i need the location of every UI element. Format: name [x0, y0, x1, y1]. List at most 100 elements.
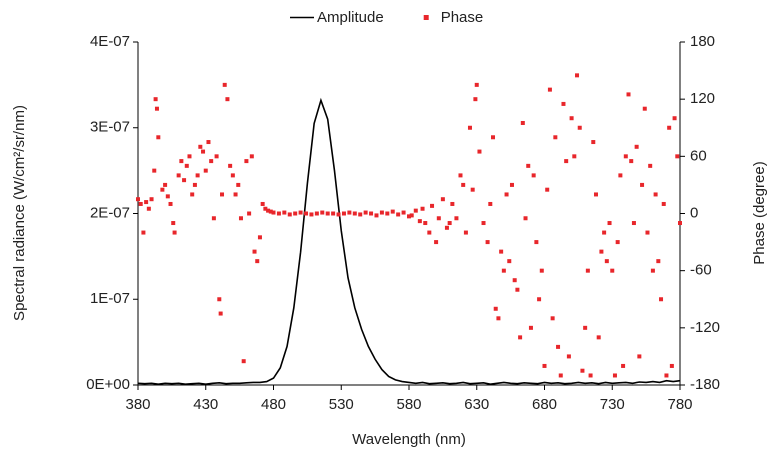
phase-point	[640, 182, 645, 187]
phase-point	[320, 210, 325, 215]
phase-point	[325, 211, 330, 216]
phase-point	[153, 97, 158, 102]
phase-point	[241, 359, 246, 364]
phase-point	[358, 212, 363, 217]
phase-point	[550, 316, 555, 321]
phase-point	[604, 259, 609, 264]
phase-point	[211, 216, 216, 221]
phase-point	[561, 101, 566, 106]
phase-point	[390, 209, 395, 214]
phase-point	[520, 120, 525, 125]
phase-point	[168, 201, 173, 206]
x-tick-label: 580	[396, 396, 421, 413]
phase-point	[149, 197, 154, 202]
phase-point	[228, 163, 233, 168]
phase-point	[385, 211, 390, 216]
amplitude-line	[137, 97, 681, 385]
legend-label: Phase	[441, 9, 484, 26]
phase-point	[637, 354, 642, 359]
phase-point	[409, 213, 414, 218]
phase-point	[263, 206, 268, 211]
phase-point	[473, 97, 478, 102]
phase-point	[512, 278, 517, 283]
phase-point	[526, 163, 531, 168]
phase-point	[314, 211, 319, 216]
phase-point	[564, 159, 569, 164]
phase-point	[672, 116, 677, 121]
phase-point	[179, 159, 184, 164]
phase-point	[566, 354, 571, 359]
x-tick-label: 480	[261, 396, 286, 413]
phase-point	[626, 92, 631, 97]
phase-point	[583, 325, 588, 330]
phase-point	[612, 373, 617, 378]
phase-point	[661, 201, 666, 206]
phase-point	[664, 373, 669, 378]
phase-point	[547, 87, 552, 92]
phase-point	[233, 192, 238, 197]
phase-point	[447, 221, 452, 226]
phase-point	[374, 213, 379, 218]
phase-point	[580, 368, 585, 373]
phase-point	[341, 211, 346, 216]
phase-point	[534, 240, 539, 245]
phase-point	[160, 187, 165, 192]
y-tick-label: 3E-07	[90, 119, 130, 136]
phase-point	[195, 173, 200, 178]
phase-point	[509, 182, 514, 187]
phase-point	[467, 125, 472, 130]
phase-point	[450, 201, 455, 206]
phase-point	[225, 97, 230, 102]
phase-point	[558, 373, 563, 378]
phase-point	[499, 249, 504, 254]
phase-point	[653, 192, 658, 197]
phase-point	[618, 173, 623, 178]
phase-point	[427, 230, 432, 235]
x-tick-label: 380	[125, 396, 150, 413]
phase-point	[593, 192, 598, 197]
phase-point	[481, 221, 486, 226]
phase-point	[192, 182, 197, 187]
phase-point	[474, 82, 479, 87]
y-tick-label: 4E-07	[90, 33, 130, 50]
phase-point	[287, 212, 292, 217]
phase-point	[172, 230, 177, 235]
phase-point	[238, 216, 243, 221]
phase-point	[444, 225, 449, 230]
phase-point	[165, 194, 170, 199]
phase-point	[577, 125, 582, 130]
phase-point	[531, 173, 536, 178]
phase-point	[610, 268, 615, 273]
phase-point	[187, 154, 192, 159]
phase-point	[488, 201, 493, 206]
phase-point	[144, 200, 149, 205]
phase-point	[407, 214, 411, 219]
phase-point	[642, 106, 647, 111]
phase-point	[507, 259, 512, 264]
phase-point	[276, 211, 281, 216]
y-tick-label: 2E-07	[90, 204, 130, 221]
phase-point	[650, 268, 655, 273]
phase-point	[171, 221, 176, 226]
phase-point	[255, 259, 260, 264]
phase-point	[249, 154, 254, 159]
phase-point	[218, 311, 223, 316]
phase-point	[352, 211, 357, 216]
phase-point	[423, 221, 428, 226]
phase-point	[623, 154, 628, 159]
phase-point	[293, 211, 298, 216]
phase-point	[217, 297, 222, 302]
phase-point	[282, 210, 287, 215]
phase-point	[138, 201, 143, 206]
phase-point	[184, 163, 189, 168]
phase-point	[569, 116, 574, 121]
phase-point	[485, 240, 490, 245]
x-tick-label: 530	[329, 396, 354, 413]
phase-point	[271, 210, 276, 215]
y2-tick-label: -180	[690, 376, 720, 393]
y2-axis-title: Phase (degree)	[751, 161, 768, 264]
y2-tick-label: 180	[690, 33, 715, 50]
phase-point	[252, 249, 257, 254]
phase-point	[401, 210, 406, 215]
